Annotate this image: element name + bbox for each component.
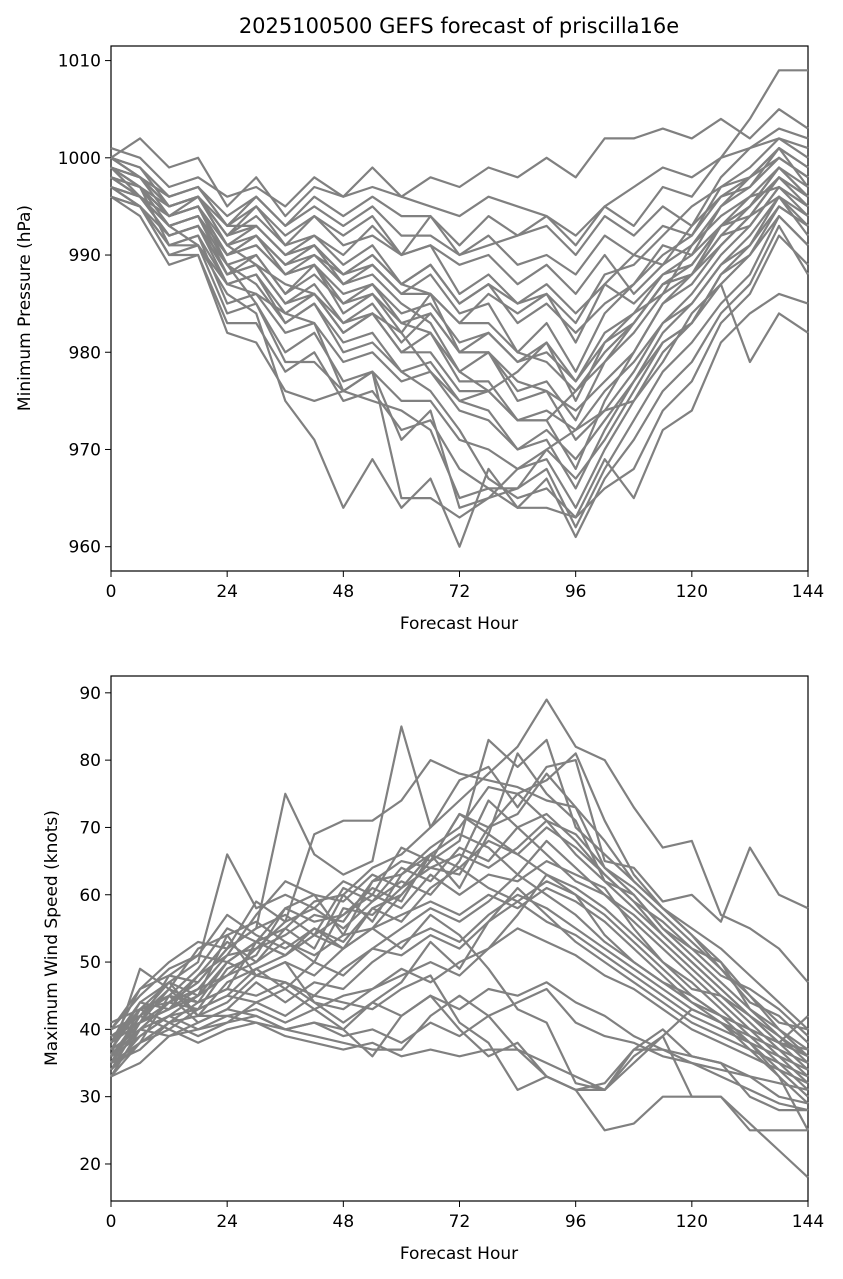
wind-y-tick-label: 50: [79, 953, 101, 973]
wind-x-tick-label: 48: [333, 1212, 355, 1232]
wind-y-tick-label: 40: [79, 1020, 101, 1040]
wind-series-line-m09: [110, 833, 809, 1078]
wind-series-line-m23: [110, 927, 809, 1085]
pressure-series-line-m30: [110, 176, 809, 432]
wind-y-tick-label: 70: [79, 818, 101, 838]
wind-series-line-m30: [110, 913, 809, 1131]
wind-x-tick-label: 120: [676, 1212, 708, 1232]
pressure-series-line-m28: [110, 166, 809, 393]
pressure-x-tick-label: 96: [565, 582, 587, 602]
pressure-y-tick-label: 1010: [58, 52, 101, 72]
pressure-y-tick-label: 970: [69, 440, 101, 460]
pressure-x-tick-label: 144: [792, 582, 824, 602]
pressure-series-line-m29: [110, 186, 809, 461]
wind-series-line-m27: [110, 994, 809, 1105]
wind-series-line-m16: [110, 758, 809, 1044]
pressure-series-line-m02: [110, 108, 809, 218]
pressure-y-tick-label: 980: [69, 343, 101, 363]
wind-y-tick-label: 90: [79, 684, 101, 704]
pressure-y-tick-label: 960: [69, 538, 101, 558]
wind-series-line-m18: [110, 873, 809, 1058]
pressure-axis-ticks: 0 24 48 72 96 120 144 960 970 980 990 1000 1010: [58, 52, 824, 602]
pressure-series-line-m12: [110, 166, 809, 548]
wind-axis-ticks: 0 24 48 72 96 120 144 20 30 40 50 60 70 80 90: [79, 684, 824, 1232]
wind-x-tick-label: 0: [106, 1212, 117, 1232]
wind-y-tick-label: 20: [79, 1155, 101, 1175]
wind-y-tick-label: 30: [79, 1088, 101, 1108]
wind-y-tick-label: 80: [79, 751, 101, 771]
pressure-series-line-m22: [110, 147, 809, 295]
pressure-y-tick-label: 990: [69, 246, 101, 266]
chart-title: 2025100500 GEFS forecast of priscilla16e: [239, 14, 679, 38]
wind-x-tick-label: 96: [565, 1212, 587, 1232]
wind-y-axis-label: Maximum Wind Speed (knots): [42, 810, 62, 1066]
pressure-y-tick-label: 1000: [58, 149, 101, 169]
pressure-x-tick-label: 72: [449, 582, 471, 602]
pressure-series-line-m26: [110, 127, 809, 257]
wind-series-line-m06: [110, 772, 809, 1071]
wind-series-line-m17: [109, 812, 809, 1058]
pressure-series-line-m11: [110, 195, 809, 539]
wind-series-line-m29: [110, 974, 809, 1179]
pressure-x-axis-label: Forecast Hour: [400, 614, 518, 634]
wind-plot-frame: [110, 675, 809, 1202]
wind-y-tick-label: 60: [79, 886, 101, 906]
wind-series-lines: [109, 698, 809, 1179]
wind-x-tick-label: 144: [792, 1212, 824, 1232]
wind-x-tick-label: 24: [216, 1212, 238, 1232]
wind-x-tick-label: 72: [449, 1212, 471, 1232]
pressure-x-tick-label: 120: [676, 582, 708, 602]
wind-series-line-m15: [110, 826, 809, 1078]
pressure-series-line-m01: [110, 69, 808, 237]
wind-panel: Forecast Hour Maximum Wind Speed (knots)…: [42, 675, 824, 1264]
pressure-x-tick-label: 0: [106, 582, 117, 602]
pressure-x-tick-label: 48: [333, 582, 355, 602]
pressure-series-lines: [110, 69, 809, 548]
pressure-y-axis-label: Minimum Pressure (hPa): [15, 205, 35, 411]
pressure-x-tick-label: 24: [216, 582, 238, 602]
pressure-series-line-m10: [110, 186, 809, 529]
wind-x-axis-label: Forecast Hour: [400, 1244, 518, 1264]
wind-series-line-m11: [110, 859, 809, 1091]
wind-series-line-m21: [110, 873, 809, 1051]
pressure-panel: 2025100500 GEFS forecast of priscilla16e…: [15, 14, 824, 634]
wind-series-line-m28: [110, 994, 808, 1132]
